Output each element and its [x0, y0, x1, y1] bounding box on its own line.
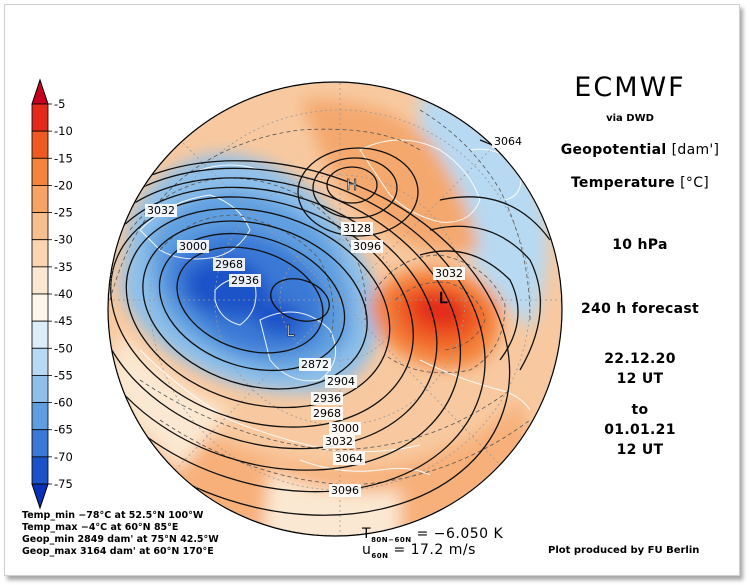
colorbar-label: -30	[54, 233, 73, 247]
colorbar-box	[31, 103, 49, 132]
geop-max-stat: Geop_max 3164 dam' at 60°N 170°E	[22, 546, 214, 557]
contour-label-bg	[351, 240, 383, 253]
contour-label-bg	[329, 422, 361, 435]
colorbar-top-triangle	[31, 78, 49, 105]
contour-label-bg	[145, 204, 177, 217]
contour-label: 3000	[331, 422, 359, 435]
model-title: ECMWF	[574, 72, 686, 103]
colorbar-box	[31, 320, 49, 349]
contour-label: 2936	[231, 274, 259, 287]
low-pressure-label: L	[439, 289, 448, 307]
colorbar-bottom-triangle	[31, 483, 49, 510]
model-source: via DWD	[606, 113, 654, 124]
colorbar-label: -40	[54, 287, 73, 301]
contour-label: 2872	[301, 358, 329, 371]
contour-label-bg	[433, 267, 465, 280]
contour-label: 3032	[147, 204, 175, 217]
colorbar-label: -55	[54, 368, 73, 382]
temperature-colorbar: -5 -10 -15 -20 -25 -30 -35 -40 -45 -50 -55 -60 -65 -7…	[31, 78, 73, 510]
contour-label: 3096	[353, 240, 381, 253]
contour-label: 3096	[331, 484, 359, 497]
colorbar-label: -15	[54, 151, 73, 165]
forecast-lead: 240 h forecast	[580, 301, 700, 317]
colorbar-box	[31, 402, 49, 431]
colorbar-box	[31, 293, 49, 322]
pressure-level: 10 hPa	[612, 237, 668, 253]
contour-label: 2936	[313, 392, 341, 405]
parameter-geopotential-unit: [dam']	[671, 142, 720, 158]
colorbar-label: -5	[54, 97, 65, 111]
to-word: to	[631, 402, 649, 418]
colorbar-box	[31, 375, 49, 403]
plot-credit: Plot produced by FU Berlin	[548, 545, 700, 556]
contour-label-bg	[299, 358, 331, 371]
t-subscript: 80N−60N	[371, 535, 412, 544]
contour-label: 3032	[325, 435, 353, 448]
u-subscript: 60N	[371, 551, 389, 560]
contour-label: 2968	[215, 258, 243, 271]
colorbar-box	[31, 239, 49, 268]
contour-label-bg	[333, 452, 365, 465]
contour-label-bg	[341, 222, 373, 235]
colorbar-box	[31, 212, 49, 241]
colorbar-label: -10	[54, 124, 73, 138]
valid-time: 12 UT	[616, 442, 664, 458]
contour-label-bg	[177, 240, 209, 253]
parameter-temperature-unit: [°C]	[680, 175, 710, 191]
contour-label-bg	[311, 407, 343, 420]
colorbar-label: -25	[54, 206, 73, 220]
contour-label: 2968	[313, 407, 341, 420]
geop-min-stat: Geop_min 2849 dam' at 75°N 42.5°W	[22, 534, 219, 545]
contour-label: 2904	[327, 375, 355, 388]
colorbar-box	[31, 157, 49, 186]
zonal-wind-diagnostic: u60N = 17.2 m/s	[362, 542, 476, 560]
contour-label: 3000	[179, 240, 207, 253]
t-symbol: T	[362, 526, 372, 542]
parameter-temperature: Temperature [°C]	[555, 175, 725, 191]
contour-label: 3128	[343, 222, 371, 235]
low-pressure-label: L	[286, 322, 295, 340]
colorbar-label: -20	[54, 178, 73, 192]
contour-label-bg	[329, 484, 361, 497]
contour-label-bg	[325, 375, 357, 388]
contour-labels: 3064303230002968293631283096303228722904…	[145, 135, 524, 497]
contour-label-bg	[323, 435, 355, 448]
contour-label-bg	[213, 258, 245, 271]
parameter-geopotential: Geopotential [dam']	[555, 142, 725, 158]
parameter-geopotential-name: Geopotential	[560, 142, 667, 158]
colorbar-label: -50	[54, 341, 73, 355]
colorbar-box	[31, 347, 49, 376]
contour-label-bg	[492, 135, 524, 148]
u-symbol: u	[362, 542, 372, 558]
colorbar-box	[31, 456, 49, 485]
contour-label-bg	[229, 274, 261, 287]
colorbar-label: -65	[54, 423, 73, 437]
init-time: 12 UT	[616, 371, 664, 387]
temp-min-stat: Temp_min −78°C at 52.5°N 100°W	[22, 510, 204, 521]
valid-date: 01.01.21	[604, 422, 676, 438]
temperature-gradient-diagnostic: T80N−60N = −6.050 K	[362, 526, 503, 544]
pressure-centres: H L L	[286, 176, 449, 341]
colorbar-label: -45	[54, 314, 73, 328]
colorbar-box	[31, 130, 49, 159]
contour-label: 3064	[335, 452, 363, 465]
colorbar-box	[31, 266, 49, 295]
colorbar-label: -35	[54, 260, 73, 274]
contour-label: 3032	[435, 267, 463, 280]
colorbar-label: -60	[54, 396, 73, 410]
t-value: = −6.050 K	[416, 526, 504, 542]
polar-stereographic-map: 3064303230002968293631283096303228722904…	[107, 81, 563, 537]
contour-label: 3064	[494, 135, 522, 148]
init-date: 22.12.20	[604, 351, 676, 367]
temp-max-stat: Temp_max −4°C at 60°N 85°E	[22, 522, 179, 533]
colorbar-box	[31, 429, 49, 458]
parameter-temperature-name: Temperature	[570, 175, 675, 191]
u-value: = 17.2 m/s	[393, 542, 476, 558]
colorbar-label: -70	[54, 450, 73, 464]
contour-label-bg	[311, 392, 343, 405]
colorbar-box	[31, 185, 49, 213]
high-pressure-label: H	[346, 176, 357, 194]
colorbar-label: -75	[54, 477, 73, 491]
